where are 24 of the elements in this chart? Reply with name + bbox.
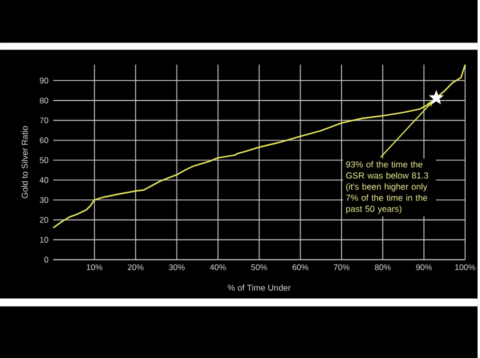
x-tick-label: 10%	[86, 264, 102, 270]
x-tick-label: 70%	[334, 264, 350, 270]
y-tick-label: 50	[40, 157, 48, 163]
x-tick-label: 30%	[168, 264, 185, 270]
line-series	[52, 64, 466, 228]
annotation: 93% of the time the GSR was below 81.3 (it's been higher only 7% of the time in the past 50 years)	[346, 161, 428, 214]
x-tick-label: 60%	[292, 264, 308, 270]
y-tick-label: 70	[40, 117, 48, 124]
x-axis-title: % of Time Under	[228, 284, 291, 291]
y-axis-title: Gold to Silver Ratio	[22, 126, 28, 198]
x-tick-label: 80%	[374, 264, 391, 270]
y-tick-label: 10	[40, 236, 48, 243]
x-tick-label: 40%	[210, 264, 226, 270]
y-tick-label: 80	[40, 98, 48, 104]
y-tick-label: 30	[40, 196, 48, 203]
x-tick-label: 50%	[251, 264, 268, 270]
x-tick-label: 100%	[455, 264, 476, 270]
y-tick-label: 20	[40, 216, 48, 223]
x-tick-label: 90%	[416, 264, 432, 270]
y-tick-label: 90	[40, 78, 48, 84]
x-tick-label: 20%	[128, 264, 144, 270]
y-tick-label: 0	[44, 256, 48, 262]
y-tick-label: 60	[40, 137, 48, 144]
y-tick-label: 40	[40, 177, 48, 183]
